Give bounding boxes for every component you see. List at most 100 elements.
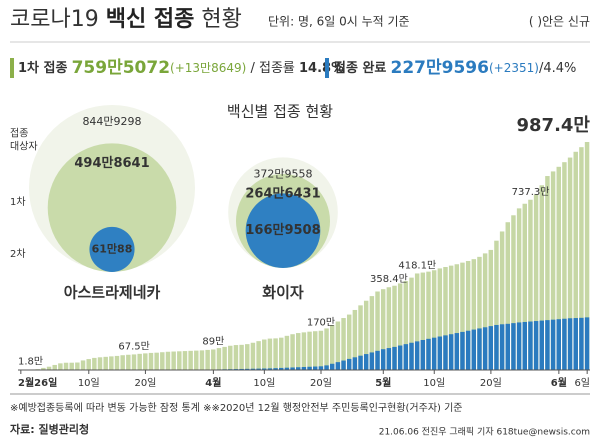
bar (579, 147, 584, 370)
bar (335, 321, 341, 370)
bar (465, 261, 471, 370)
bar (437, 336, 443, 370)
bar (86, 359, 91, 370)
bubble-label: 61만88 (92, 241, 133, 255)
bar (273, 368, 278, 370)
bar (528, 321, 533, 370)
bar (273, 338, 278, 370)
bar (516, 322, 522, 370)
bubble (245, 193, 321, 268)
bar (465, 330, 471, 370)
bar (301, 332, 307, 370)
bar (211, 349, 216, 370)
bar (329, 363, 335, 370)
bar (363, 300, 369, 370)
bar (550, 319, 556, 370)
bar (545, 320, 550, 370)
bar (431, 337, 437, 370)
bar (556, 166, 561, 370)
second-dose-line: 접종 완료 227만9596(+2351)/4.4% (334, 58, 576, 78)
bar (267, 368, 273, 370)
first-marker (10, 58, 14, 78)
second-label: 접종 완료 (334, 60, 386, 76)
title: 코로나19 백신 접종 현황 (10, 7, 242, 32)
value-label: 67.5만 (118, 340, 149, 352)
value-label: 170만 (307, 317, 335, 329)
bar (550, 171, 556, 370)
bar (403, 281, 409, 370)
bar (312, 366, 318, 370)
x-tick-label: 10일 (78, 377, 100, 389)
bar (522, 321, 528, 370)
bar (329, 324, 335, 370)
bar (312, 331, 318, 370)
bar (279, 337, 284, 370)
row-label: 접종 (10, 128, 28, 140)
bar (97, 357, 103, 370)
bar (539, 320, 544, 370)
title-part: 코로나19 (10, 7, 99, 32)
bar (454, 333, 460, 370)
bar (262, 339, 267, 370)
bar (454, 264, 460, 370)
bar (307, 331, 312, 370)
bar (533, 321, 539, 370)
bar (443, 335, 448, 370)
bar (92, 357, 97, 370)
x-tick-label: 20일 (480, 377, 502, 389)
credit: 21.06.06 전진우 그래픽 기자 618tue@newsis.com (379, 427, 590, 438)
title-part: 현황 (201, 7, 241, 32)
bar (528, 199, 533, 370)
x-tick-label: 5월 (375, 377, 391, 389)
bar (448, 265, 454, 370)
bar (346, 358, 352, 370)
row-label: 1차 (10, 196, 26, 208)
bar (233, 345, 239, 370)
bar (194, 350, 199, 370)
bar (318, 330, 324, 370)
second-marker (325, 58, 329, 78)
value-label: 737.3만 (512, 186, 550, 198)
rate-label: / 접종률 (250, 61, 294, 76)
bar (494, 324, 499, 370)
bar (341, 360, 346, 370)
bar (148, 352, 154, 370)
bar (471, 259, 477, 370)
value-label: 1.8만 (18, 356, 43, 368)
bar (228, 345, 233, 370)
bar (573, 151, 578, 370)
bar (341, 318, 346, 370)
bar (397, 283, 403, 370)
x-tick-label: 10일 (423, 377, 445, 389)
bar (256, 368, 261, 370)
bar (375, 291, 380, 370)
bar (46, 366, 52, 370)
bar (505, 222, 511, 370)
x-tick-label: 10일 (253, 377, 275, 389)
bar (380, 289, 386, 370)
bar (363, 354, 369, 370)
first-dose-line: 1차 접종 759만5072(+13만8649) / 접종률 14.8% (18, 58, 344, 78)
value-label: 418.1만 (398, 259, 436, 271)
value-label: 89만 (202, 335, 224, 347)
bar (109, 356, 114, 370)
bar (250, 368, 256, 370)
bubble (47, 143, 177, 272)
bar (267, 338, 273, 370)
bar (380, 349, 386, 370)
bar (279, 367, 284, 370)
bar (63, 362, 69, 370)
bar (58, 363, 63, 370)
bubble-chart: 844만9298 494만8641 61만88 아스트라제네카 372만9558 264만… (10, 103, 340, 302)
bar (573, 318, 578, 370)
bar (222, 346, 227, 370)
bar (403, 344, 409, 370)
bar (245, 368, 250, 370)
bar (296, 367, 301, 370)
bar (556, 319, 561, 370)
bar (103, 356, 108, 370)
first-value: 759만5072 (72, 58, 170, 78)
bar (358, 355, 363, 370)
bar (584, 317, 590, 370)
bar (443, 267, 448, 370)
